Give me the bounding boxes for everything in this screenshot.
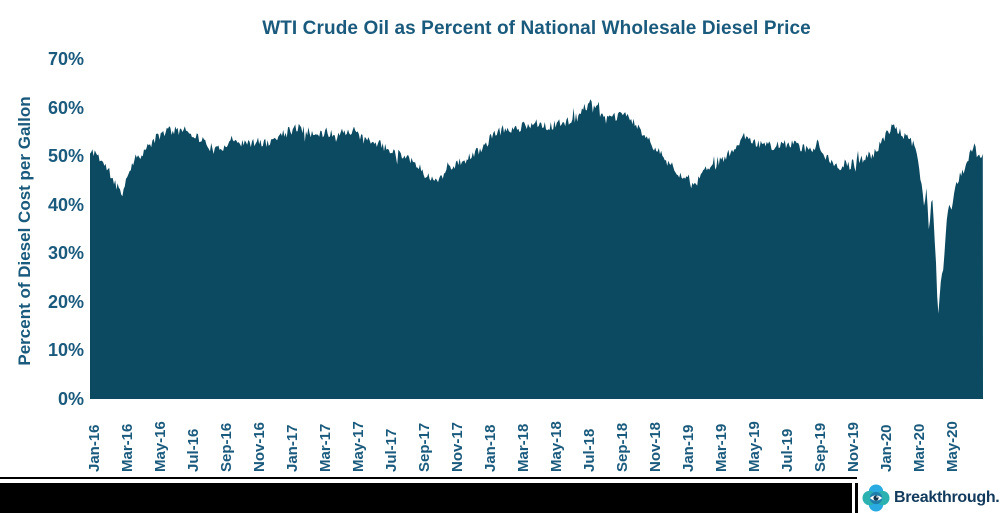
- breakthrough-logo-icon: [862, 484, 890, 512]
- bottom-black-divider: [855, 483, 858, 513]
- area-series: [90, 99, 983, 399]
- bottom-black-bar: [0, 483, 852, 513]
- brand-footer: Breakthrough.: [858, 483, 1000, 513]
- brand-name: Breakthrough.: [894, 489, 1000, 506]
- bottom-black-line: [0, 477, 857, 479]
- chart-title: WTI Crude Oil as Percent of National Who…: [262, 18, 811, 39]
